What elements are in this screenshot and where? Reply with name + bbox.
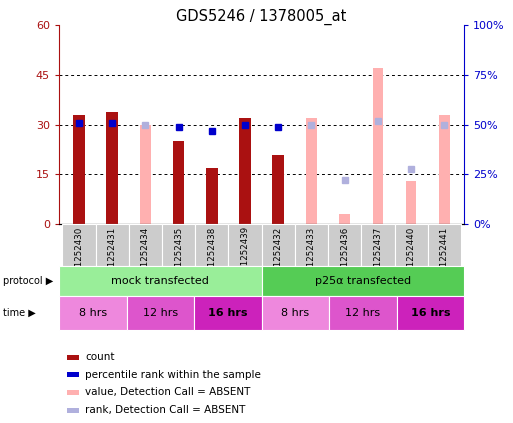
Text: 16 hrs: 16 hrs [208, 308, 248, 318]
FancyBboxPatch shape [162, 224, 195, 266]
Bar [272, 155, 284, 224]
Text: GSM1252433: GSM1252433 [307, 226, 316, 285]
FancyBboxPatch shape [394, 224, 428, 266]
Text: GSM1252436: GSM1252436 [340, 226, 349, 285]
Bar [262, 266, 464, 296]
Bar [306, 118, 317, 224]
Text: GSM1252437: GSM1252437 [373, 226, 382, 285]
Bar [59, 296, 127, 330]
Bar [439, 115, 449, 224]
FancyBboxPatch shape [295, 224, 328, 266]
Bar [173, 141, 184, 224]
Text: 16 hrs: 16 hrs [411, 308, 450, 318]
FancyBboxPatch shape [428, 224, 461, 266]
Bar [59, 266, 262, 296]
Bar [127, 296, 194, 330]
Bar [106, 112, 118, 224]
Text: GSM1252440: GSM1252440 [407, 226, 416, 285]
FancyBboxPatch shape [361, 224, 394, 266]
Text: GSM1252435: GSM1252435 [174, 226, 183, 285]
Text: GSM1252434: GSM1252434 [141, 226, 150, 285]
Bar [239, 118, 251, 224]
Bar [340, 214, 350, 224]
Text: 12 hrs: 12 hrs [345, 308, 381, 318]
FancyBboxPatch shape [62, 224, 95, 266]
Text: count: count [85, 352, 115, 362]
FancyBboxPatch shape [328, 224, 361, 266]
Text: GSM1252441: GSM1252441 [440, 226, 449, 285]
Text: GSM1252439: GSM1252439 [241, 226, 249, 284]
Bar [372, 69, 383, 224]
FancyBboxPatch shape [95, 224, 129, 266]
FancyBboxPatch shape [195, 224, 228, 266]
Bar [73, 115, 85, 224]
Bar [397, 296, 464, 330]
Text: time ▶: time ▶ [3, 308, 35, 318]
Title: GDS5246 / 1378005_at: GDS5246 / 1378005_at [176, 9, 347, 25]
Text: GSM1252431: GSM1252431 [108, 226, 116, 285]
FancyBboxPatch shape [129, 224, 162, 266]
Bar [67, 372, 80, 377]
Bar [67, 390, 80, 395]
Bar [329, 296, 397, 330]
Text: 12 hrs: 12 hrs [143, 308, 178, 318]
Text: GSM1252432: GSM1252432 [274, 226, 283, 285]
FancyBboxPatch shape [262, 224, 295, 266]
Bar [140, 125, 151, 224]
Text: value, Detection Call = ABSENT: value, Detection Call = ABSENT [85, 387, 251, 398]
FancyBboxPatch shape [228, 224, 262, 266]
Bar [194, 296, 262, 330]
Text: p25α transfected: p25α transfected [315, 276, 411, 286]
Text: 8 hrs: 8 hrs [281, 308, 309, 318]
Text: percentile rank within the sample: percentile rank within the sample [85, 370, 261, 380]
Text: rank, Detection Call = ABSENT: rank, Detection Call = ABSENT [85, 405, 246, 415]
Text: mock transfected: mock transfected [111, 276, 209, 286]
Bar [206, 168, 218, 224]
Bar [262, 296, 329, 330]
Bar [406, 181, 417, 224]
Bar [67, 354, 80, 360]
Text: protocol ▶: protocol ▶ [3, 276, 53, 286]
Bar [67, 408, 80, 412]
Text: GSM1252438: GSM1252438 [207, 226, 216, 285]
Text: GSM1252430: GSM1252430 [74, 226, 84, 285]
Text: 8 hrs: 8 hrs [78, 308, 107, 318]
